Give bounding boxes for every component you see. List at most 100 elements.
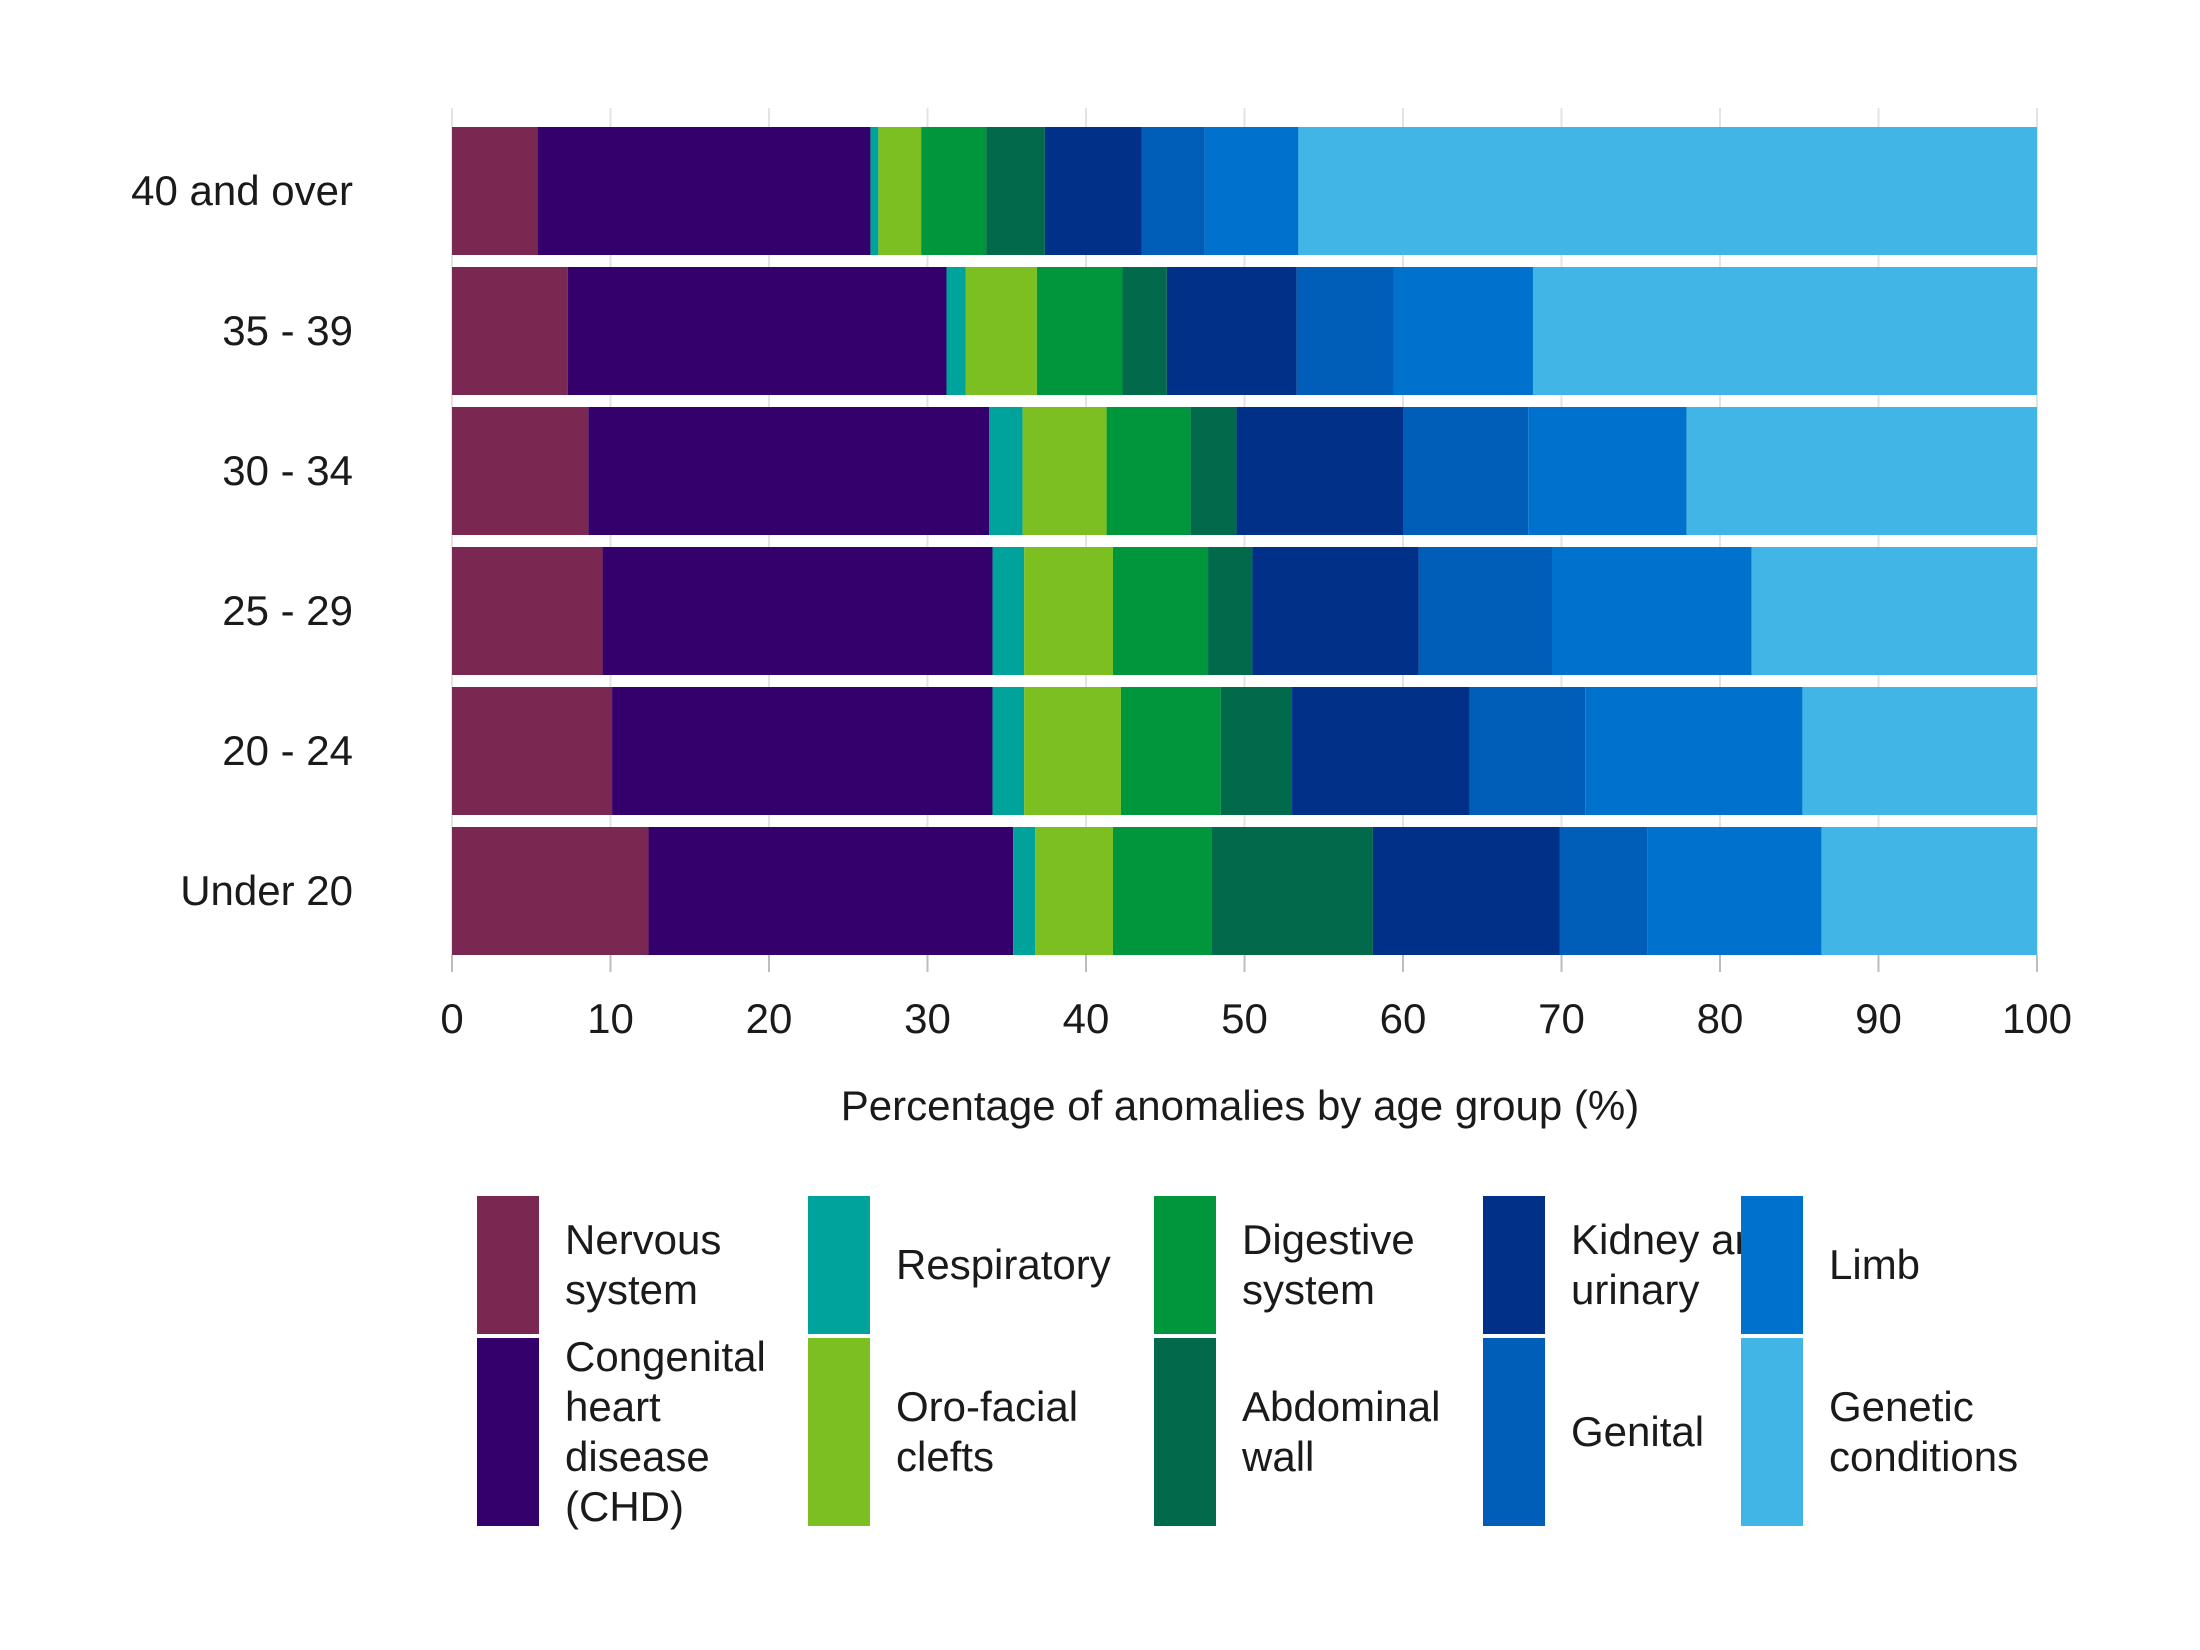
bar-segment <box>1647 827 1822 955</box>
bar-segment <box>1551 547 1752 675</box>
legend-label: Digestive system <box>1242 1216 1415 1313</box>
bar-segment <box>1035 827 1113 955</box>
bar-segment <box>1469 687 1586 815</box>
bar-segment <box>1393 267 1533 395</box>
bar-segment <box>1418 547 1552 675</box>
bar-segment <box>588 407 990 535</box>
bar-segment <box>992 547 1025 675</box>
legend-swatch <box>1741 1196 1803 1334</box>
category-label: 30 - 34 <box>222 447 353 494</box>
bar-segment <box>1013 827 1036 955</box>
tick-label: 60 <box>1380 995 1427 1042</box>
legend-item: Nervous system <box>477 1196 785 1334</box>
bar-segment <box>648 827 1014 955</box>
bar-segment <box>452 827 649 955</box>
bar-segment <box>965 267 1037 395</box>
bar-segment <box>1821 827 2037 955</box>
bar-segment <box>612 687 993 815</box>
bar-segment <box>1252 547 1419 675</box>
legend-swatch <box>1154 1196 1216 1334</box>
legend-swatch <box>808 1338 870 1526</box>
bar-segment <box>602 547 993 675</box>
bar-segment <box>1166 267 1297 395</box>
bar-segment <box>1204 127 1299 255</box>
legend-item: Genital <box>1483 1338 1791 1526</box>
tick-label: 0 <box>440 995 463 1042</box>
bar-segment <box>1403 407 1529 535</box>
bar-segment <box>1024 687 1121 815</box>
bar-segment <box>1236 407 1403 535</box>
tick-label: 50 <box>1221 995 1268 1042</box>
bar-segment <box>1211 827 1373 955</box>
bar-segment <box>1298 127 2037 255</box>
category-label: Under 20 <box>180 867 353 914</box>
bar-segment <box>1208 547 1253 675</box>
bar-segment <box>1220 687 1293 815</box>
tick-label: 40 <box>1063 995 1110 1042</box>
y-axis-labels: 40 and over 35 - 39 30 - 34 25 - 29 20 - 24 U… <box>131 167 353 914</box>
legend-item: Congenital heart disease (CHD) <box>477 1333 785 1530</box>
bar-segment <box>1802 687 2037 815</box>
bars <box>452 127 2037 955</box>
legend-swatch <box>477 1196 539 1334</box>
bar-segment <box>452 407 589 535</box>
bar-segment <box>452 547 603 675</box>
legend-item: Kidney and urinary <box>1483 1196 1791 1334</box>
legend-swatch <box>808 1196 870 1334</box>
legend-swatch <box>1483 1196 1545 1334</box>
tick-label: 100 <box>2002 995 2072 1042</box>
legend-item: Genetic conditions <box>1741 1338 2079 1526</box>
legend-swatch <box>1741 1338 1803 1526</box>
legend-label: Abdominal wall <box>1242 1383 1441 1480</box>
tick-label: 70 <box>1538 995 1585 1042</box>
tick-label: 20 <box>746 995 793 1042</box>
bar-segment <box>1751 547 2037 675</box>
legend-item: Limb <box>1741 1196 2079 1334</box>
bar-segment <box>878 127 922 255</box>
legend-label: Nervous system <box>565 1216 722 1313</box>
x-axis-title: Percentage of anomalies by age group (%) <box>841 1082 1639 1129</box>
bar-segment <box>1120 687 1221 815</box>
tick-label: 10 <box>587 995 634 1042</box>
legend-label: Respiratory <box>896 1241 1111 1288</box>
bar-segment <box>992 687 1025 815</box>
bar-segment <box>537 127 871 255</box>
x-axis-ticks: 0 10 20 30 40 50 60 70 80 90 100 <box>440 955 2072 1042</box>
bar-segment <box>986 127 1045 255</box>
bar-segment <box>946 267 966 395</box>
legend-item: Oro-facial clefts <box>808 1338 1116 1526</box>
bar-segment <box>1686 407 2037 535</box>
legend-swatch <box>1154 1338 1216 1526</box>
legend: Nervous system Congenital heart disease (… <box>477 1196 2057 1536</box>
category-label: 20 - 24 <box>222 727 353 774</box>
bar-segment <box>1112 547 1209 675</box>
bar-segment <box>1528 407 1687 535</box>
bar-segment <box>1122 267 1167 395</box>
bar-segment <box>452 687 613 815</box>
bar-segment <box>1190 407 1237 535</box>
bar-segment <box>452 267 568 395</box>
bar-segment <box>870 127 879 255</box>
bar-segment <box>1532 267 2037 395</box>
bar-segment <box>1044 127 1142 255</box>
bar-segment <box>1024 547 1113 675</box>
bar-segment <box>1585 687 1803 815</box>
tick-label: 30 <box>904 995 951 1042</box>
tick-label: 80 <box>1697 995 1744 1042</box>
category-label: 35 - 39 <box>222 307 353 354</box>
category-label: 40 and over <box>131 167 353 214</box>
bar-segment <box>1292 687 1470 815</box>
bar-segment <box>567 267 947 395</box>
tick-label: 90 <box>1855 995 1902 1042</box>
legend-swatch <box>1483 1338 1545 1526</box>
legend-label: Genetic conditions <box>1829 1383 2019 1480</box>
bar-segment <box>1559 827 1648 955</box>
bar-segment <box>452 127 538 255</box>
legend-label: Genital <box>1571 1408 1705 1455</box>
legend-label: Oro-facial clefts <box>896 1383 1079 1480</box>
legend-item: Digestive system <box>1154 1196 1462 1334</box>
legend-label: Limb <box>1829 1241 1921 1288</box>
bar-segment <box>1112 827 1212 955</box>
legend-item: Abdominal wall <box>1154 1338 1462 1526</box>
bar-segment <box>1296 267 1394 395</box>
